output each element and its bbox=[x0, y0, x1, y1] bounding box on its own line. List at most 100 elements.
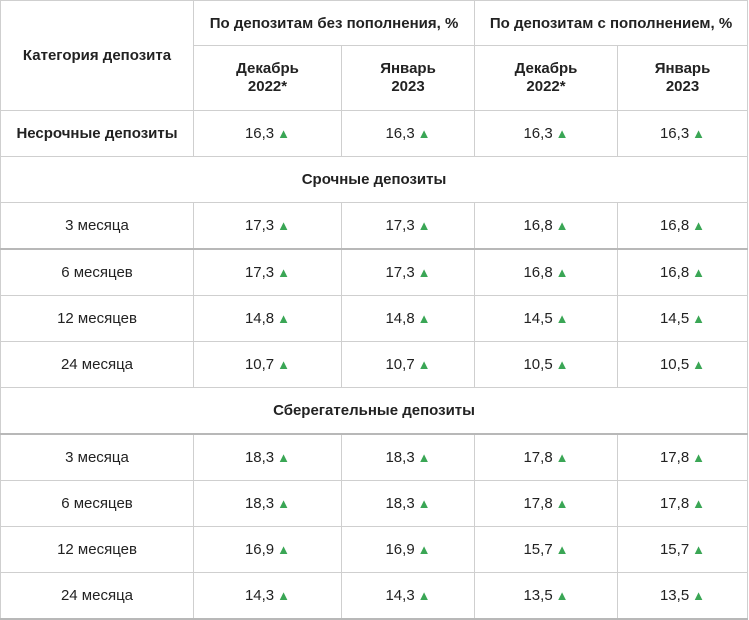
up-arrow-icon: ▲ bbox=[417, 542, 431, 557]
rate-value: 16,8 bbox=[659, 217, 690, 234]
col-jan-topup: Январь 2023 bbox=[617, 45, 749, 111]
row-label: 6 месяцев bbox=[0, 248, 194, 296]
rate-value: 10,5 bbox=[659, 356, 690, 373]
section-row: Срочные депозиты bbox=[0, 156, 749, 203]
section-row: Сберегательные депозиты bbox=[0, 387, 749, 435]
rate-cell: 17,8 ▲ bbox=[617, 433, 749, 481]
row-label: 3 месяца bbox=[0, 202, 194, 250]
rate-value: 17,3 bbox=[385, 264, 415, 281]
section-title: Сберегательные депозиты bbox=[0, 387, 749, 435]
rate-value: 16,3 bbox=[385, 125, 415, 142]
rate-value: 18,3 bbox=[385, 449, 415, 466]
up-arrow-icon: ▲ bbox=[277, 588, 291, 603]
up-arrow-icon: ▲ bbox=[277, 496, 291, 511]
rate-cell: 16,8 ▲ bbox=[617, 248, 749, 296]
rate-value: 10,5 bbox=[523, 356, 553, 373]
up-arrow-icon: ▲ bbox=[555, 218, 569, 233]
col-dec-topup: Декабрь 2022* bbox=[474, 45, 619, 111]
up-arrow-icon: ▲ bbox=[555, 265, 569, 280]
rate-cell: 16,3 ▲ bbox=[340, 110, 476, 157]
up-arrow-icon: ▲ bbox=[417, 588, 431, 603]
rate-cell: 14,8 ▲ bbox=[340, 295, 476, 342]
category-header: Категория депозита bbox=[0, 0, 194, 111]
topup-header: По депозитам с пополнением, % bbox=[474, 0, 749, 46]
rate-cell: 16,9 ▲ bbox=[193, 526, 342, 573]
col-dec-no-topup: Декабрь 2022* bbox=[193, 45, 342, 111]
rate-cell: 13,5 ▲ bbox=[474, 572, 619, 620]
rate-cell: 18,3 ▲ bbox=[340, 480, 476, 527]
rate-value: 17,8 bbox=[659, 449, 690, 466]
rate-value: 16,3 bbox=[244, 125, 275, 142]
up-arrow-icon: ▲ bbox=[692, 357, 706, 372]
up-arrow-icon: ▲ bbox=[692, 588, 706, 603]
row-label: 24 месяца bbox=[0, 572, 194, 620]
rate-value: 10,7 bbox=[385, 356, 415, 373]
rate-value: 17,8 bbox=[659, 495, 690, 512]
rate-cell: 15,7 ▲ bbox=[617, 526, 749, 573]
rate-value: 16,3 bbox=[659, 125, 690, 142]
rate-value: 16,3 bbox=[523, 125, 553, 142]
up-arrow-icon: ▲ bbox=[555, 450, 569, 465]
rate-value: 17,3 bbox=[244, 264, 275, 281]
rate-value: 14,5 bbox=[659, 310, 690, 327]
rate-cell: 10,5 ▲ bbox=[474, 341, 619, 388]
up-arrow-icon: ▲ bbox=[555, 542, 569, 557]
rate-cell: 17,3 ▲ bbox=[340, 248, 476, 296]
table-row: 24 месяца 14,3 ▲ 14,3 ▲ 13,5 ▲ 13,5 ▲ bbox=[0, 572, 749, 620]
rate-value: 14,3 bbox=[244, 587, 275, 604]
row-label: 12 месяцев bbox=[0, 526, 194, 573]
row-label: 12 месяцев bbox=[0, 295, 194, 342]
table-row: 6 месяцев 17,3 ▲ 17,3 ▲ 16,8 ▲ 16,8 ▲ bbox=[0, 248, 749, 296]
up-arrow-icon: ▲ bbox=[277, 218, 291, 233]
rate-value: 14,8 bbox=[244, 310, 275, 327]
rate-value: 13,5 bbox=[659, 587, 690, 604]
up-arrow-icon: ▲ bbox=[692, 126, 706, 141]
up-arrow-icon: ▲ bbox=[277, 450, 291, 465]
section-title: Срочные депозиты bbox=[0, 156, 749, 203]
up-arrow-icon: ▲ bbox=[555, 357, 569, 372]
table-row: 6 месяцев 18,3 ▲ 18,3 ▲ 17,8 ▲ 17,8 ▲ bbox=[0, 480, 749, 527]
table-row: 24 месяца 10,7 ▲ 10,7 ▲ 10,5 ▲ 10,5 ▲ bbox=[0, 341, 749, 388]
rate-cell: 14,8 ▲ bbox=[193, 295, 342, 342]
rate-value: 14,5 bbox=[523, 310, 553, 327]
rate-value: 17,8 bbox=[523, 495, 553, 512]
up-arrow-icon: ▲ bbox=[277, 265, 291, 280]
up-arrow-icon: ▲ bbox=[277, 311, 291, 326]
up-arrow-icon: ▲ bbox=[417, 450, 431, 465]
rate-value: 16,9 bbox=[244, 541, 275, 558]
row-label: 6 месяцев bbox=[0, 480, 194, 527]
rate-value: 17,8 bbox=[523, 449, 553, 466]
rate-cell: 16,3 ▲ bbox=[617, 110, 749, 157]
rate-value: 15,7 bbox=[659, 541, 690, 558]
rate-value: 17,3 bbox=[385, 217, 415, 234]
rate-value: 16,8 bbox=[523, 264, 553, 281]
no-topup-header: По депозитам без пополнения, % bbox=[192, 0, 476, 46]
up-arrow-icon: ▲ bbox=[555, 311, 569, 326]
up-arrow-icon: ▲ bbox=[692, 311, 706, 326]
rate-cell: 14,5 ▲ bbox=[617, 295, 749, 342]
rate-cell: 17,3 ▲ bbox=[193, 202, 342, 250]
rate-cell: 17,8 ▲ bbox=[474, 433, 619, 481]
rate-cell: 10,7 ▲ bbox=[340, 341, 476, 388]
table-row: 12 месяцев 16,9 ▲ 16,9 ▲ 15,7 ▲ 15,7 ▲ bbox=[0, 526, 749, 573]
rate-value: 13,5 bbox=[523, 587, 553, 604]
rate-cell: 10,7 ▲ bbox=[193, 341, 342, 388]
rate-cell: 17,8 ▲ bbox=[474, 480, 619, 527]
rate-cell: 16,3 ▲ bbox=[193, 110, 342, 157]
table-row: 12 месяцев 14,8 ▲ 14,8 ▲ 14,5 ▲ 14,5 ▲ bbox=[0, 295, 749, 342]
up-arrow-icon: ▲ bbox=[417, 311, 431, 326]
rate-value: 18,3 bbox=[244, 449, 275, 466]
row-label: 24 месяца bbox=[0, 341, 194, 388]
up-arrow-icon: ▲ bbox=[417, 496, 431, 511]
rate-cell: 14,5 ▲ bbox=[474, 295, 619, 342]
rate-cell: 14,3 ▲ bbox=[193, 572, 342, 620]
up-arrow-icon: ▲ bbox=[555, 588, 569, 603]
col-jan-no-topup: Январь 2023 bbox=[340, 45, 476, 111]
row-label: Несрочные депозиты bbox=[0, 110, 194, 157]
up-arrow-icon: ▲ bbox=[277, 126, 291, 141]
up-arrow-icon: ▲ bbox=[692, 265, 706, 280]
up-arrow-icon: ▲ bbox=[417, 357, 431, 372]
rate-cell: 18,3 ▲ bbox=[340, 433, 476, 481]
up-arrow-icon: ▲ bbox=[277, 357, 291, 372]
rate-cell: 16,8 ▲ bbox=[474, 248, 619, 296]
